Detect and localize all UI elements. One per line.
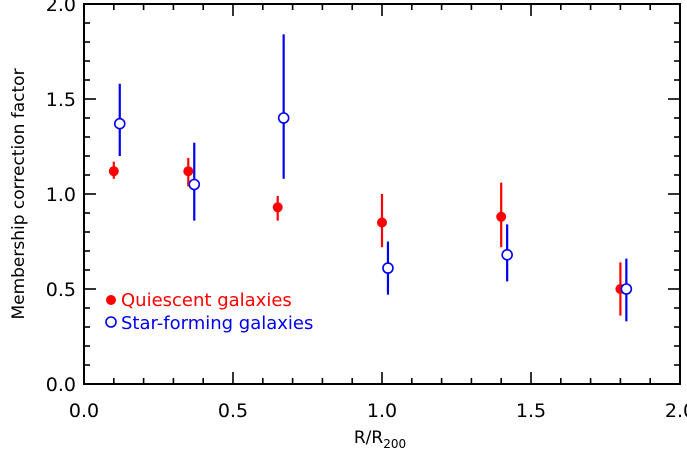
legend-label-quiescent: Quiescent galaxies	[121, 290, 292, 311]
star-forming-point	[620, 283, 633, 295]
legend-marker-star-forming	[105, 316, 117, 328]
x-axis-label-subscript: 200	[383, 437, 406, 451]
quiescent-point	[377, 217, 387, 228]
x-tick-label: 0.0	[69, 400, 99, 422]
y-axis-label: Membership correction factor	[9, 68, 29, 319]
x-tick-label: 1.0	[367, 400, 397, 422]
y-tick-label: 0.0	[46, 374, 76, 396]
quiescent-point	[272, 202, 283, 213]
quiescent-point	[108, 166, 119, 177]
x-tick-label: 1.5	[516, 400, 546, 422]
markers-group	[108, 34, 633, 322]
tick-labels-group: 0.0 0.5 1.0 1.5 2.0 0.0 0.5 1.0 1.5 2.0	[46, 0, 687, 422]
star-forming-point	[277, 112, 290, 124]
legend-label-star-forming: Star-forming galaxies	[121, 313, 313, 334]
star-forming-point	[113, 117, 126, 130]
star-forming-point	[501, 249, 513, 261]
y-tick-label: 2.0	[46, 0, 76, 16]
ticks-group	[83, 3, 681, 385]
y-tick-label: 1.5	[46, 89, 76, 111]
legend-marker-quiescent	[106, 295, 116, 305]
x-tick-label: 0.5	[218, 400, 248, 422]
legend: Quiescent galaxies Star-forming galaxies	[105, 290, 313, 334]
y-tick-label: 1.0	[46, 184, 76, 206]
x-tick-label: 2.0	[665, 400, 687, 422]
star-forming-point	[188, 178, 201, 191]
x-axis-label: R/R200	[354, 428, 406, 451]
quiescent-point	[183, 166, 194, 177]
quiescent-point	[496, 211, 507, 222]
star-forming-point	[382, 262, 394, 274]
y-tick-label: 0.5	[46, 279, 76, 301]
